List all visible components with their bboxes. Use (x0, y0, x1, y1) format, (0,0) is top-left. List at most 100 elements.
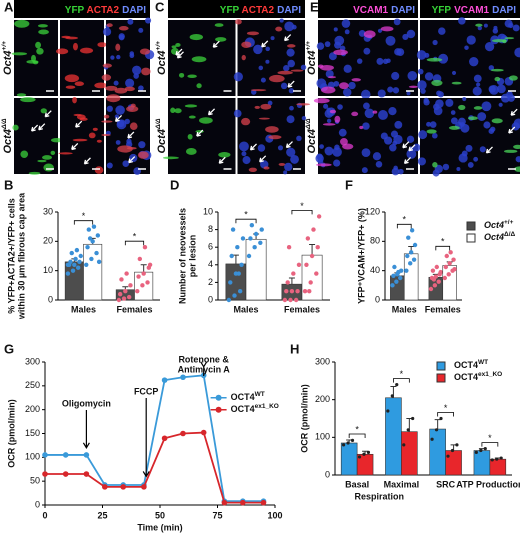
y-tick-label: 300 (25, 356, 40, 366)
signal (296, 103, 311, 106)
signal (72, 138, 88, 142)
row-sup: +/+ (155, 41, 162, 51)
data-point (65, 262, 71, 267)
data-point (406, 428, 410, 432)
data-point (68, 259, 73, 265)
signal (431, 79, 443, 87)
arrow (176, 51, 184, 59)
nucleus (388, 106, 397, 116)
data-point (430, 268, 436, 273)
stain-name: YFP (220, 5, 240, 16)
data-point (390, 394, 394, 398)
signal (11, 52, 28, 56)
nucleus (406, 135, 415, 143)
nucleus (291, 24, 297, 30)
significance-star: * (444, 403, 448, 413)
panel-letter: F (345, 177, 353, 192)
data-point (402, 443, 406, 447)
nucleus (363, 47, 371, 55)
y-tick-label: 100 (25, 452, 40, 462)
signal (162, 156, 179, 160)
panel-letter: E (310, 0, 319, 14)
nucleus (433, 103, 440, 111)
data-point (246, 253, 252, 259)
significance-star: * (244, 210, 248, 220)
bar (401, 431, 418, 476)
signal (117, 145, 133, 153)
bar (64, 261, 84, 301)
nucleus (377, 89, 386, 98)
data-point (62, 471, 69, 477)
data-point (72, 262, 77, 267)
nucleus (127, 18, 134, 25)
arrow (218, 156, 226, 164)
signal (20, 150, 29, 158)
legend-swatch (436, 373, 446, 383)
nucleus (418, 130, 428, 140)
nucleus (424, 72, 434, 81)
annotation-arrow (142, 398, 150, 478)
signal (36, 47, 44, 55)
nucleus (132, 65, 142, 75)
signal (37, 24, 48, 28)
nucleus (497, 84, 506, 94)
stain-name: ACTA2 (242, 5, 275, 16)
nucleus (393, 165, 398, 171)
micrograph-content (313, 98, 421, 176)
signal (28, 171, 41, 175)
signal (248, 167, 257, 173)
data-point (479, 448, 483, 453)
y-tick-label: 200 (25, 404, 40, 414)
bar (429, 428, 446, 476)
nucleus (288, 88, 295, 94)
nucleus (342, 87, 352, 97)
y-tick-label: 10 (203, 206, 213, 216)
signal (265, 126, 279, 133)
nucleus (512, 24, 520, 32)
nucleus (483, 23, 488, 28)
nucleus (514, 47, 520, 58)
nucleus (348, 81, 356, 90)
data-point (434, 428, 439, 432)
signal (513, 144, 520, 149)
data-point (499, 456, 503, 460)
data-point (119, 277, 124, 282)
nucleus (286, 48, 295, 57)
nucleus (416, 50, 427, 60)
y-axis-label: per lesion (187, 235, 197, 278)
stain-name: DAPI (391, 5, 415, 16)
nucleus (126, 138, 132, 144)
stain-name: ACTA2 (87, 5, 120, 16)
nucleus (102, 27, 112, 36)
nucleus (378, 110, 388, 120)
nucleus (333, 27, 338, 32)
data-point (474, 450, 478, 454)
bar (473, 450, 491, 476)
signal (56, 48, 69, 55)
header-label: VCAM1 DAPI (353, 5, 415, 16)
nucleus (361, 89, 371, 100)
nucleus (394, 120, 403, 129)
data-point (428, 286, 434, 292)
data-point (391, 273, 396, 278)
series-line (45, 374, 264, 503)
signal (322, 123, 336, 126)
data-point (69, 250, 74, 256)
signal (129, 122, 138, 131)
signal (351, 78, 361, 82)
data-point (436, 279, 441, 284)
signal (333, 49, 348, 56)
y-tick-label: 120 (365, 206, 380, 216)
data-point (126, 294, 132, 300)
nucleus (479, 146, 486, 153)
data-point (180, 430, 186, 437)
bar (390, 275, 405, 301)
row-gene: Oct4 (156, 129, 168, 153)
nucleus (337, 104, 343, 110)
data-point (128, 283, 133, 288)
stain-name: DAPI (277, 5, 301, 16)
nucleus (406, 29, 416, 39)
data-point (237, 289, 243, 294)
data-point (396, 269, 401, 275)
legend-swatch (466, 221, 476, 231)
